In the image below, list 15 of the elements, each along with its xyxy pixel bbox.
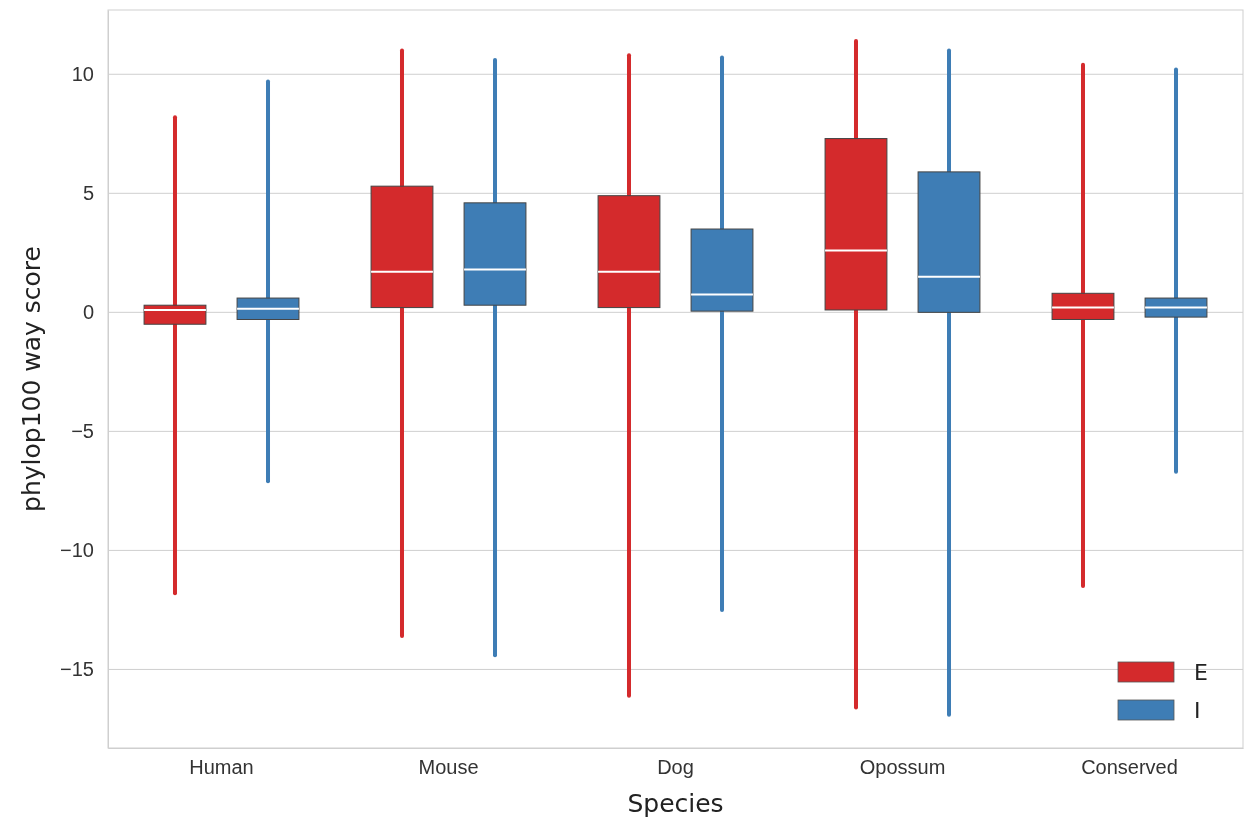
legend-label: I bbox=[1194, 698, 1201, 723]
y-tick-label: 10 bbox=[71, 63, 94, 86]
x-axis-title: Species bbox=[627, 789, 724, 818]
y-tick-label: −15 bbox=[60, 658, 94, 681]
legend-label: E bbox=[1194, 660, 1208, 685]
x-tick-label: Conserved bbox=[1081, 756, 1178, 779]
y-tick-label: −5 bbox=[71, 420, 94, 443]
x-tick-label: Human bbox=[189, 756, 254, 779]
x-tick-label: Mouse bbox=[418, 756, 479, 779]
y-tick-label: −10 bbox=[60, 539, 94, 562]
x-tick-label: Dog bbox=[657, 756, 694, 779]
y-axis-title: phylop100 way score bbox=[17, 246, 46, 512]
y-tick-label: 5 bbox=[82, 182, 94, 205]
x-tick-label: Opossum bbox=[859, 756, 946, 779]
y-tick-label: 0 bbox=[82, 301, 94, 324]
